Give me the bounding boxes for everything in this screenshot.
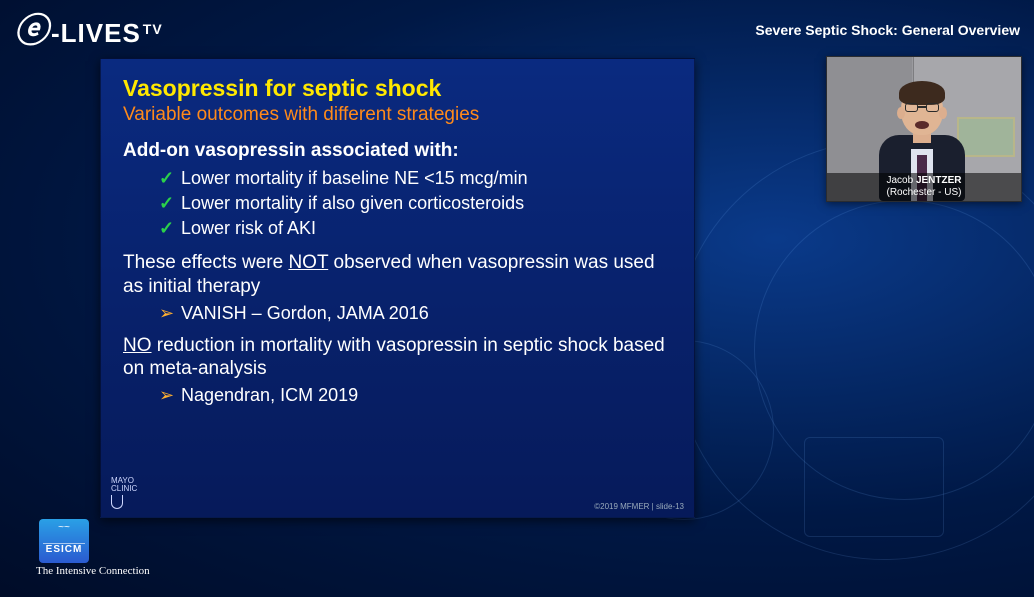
speaker-first-name: Jacob — [886, 175, 913, 186]
speaker-ear — [939, 107, 947, 119]
text: These effects were — [123, 252, 288, 273]
esicm-tagline: The Intensive Connection — [36, 565, 92, 577]
reference-list: Nagendran, ICM 2019 — [159, 385, 672, 406]
logo-suffix: TV — [143, 21, 163, 37]
mayo-clinic-logo: MAYO CLINIC — [111, 477, 137, 511]
mayo-text-2: CLINIC — [111, 485, 137, 493]
reference-list: VANISH – Gordon, JAMA 2016 — [159, 303, 672, 324]
speaker-affiliation: (Rochester - US) — [886, 187, 961, 198]
presentation-slide: Vasopressin for septic shock Variable ou… — [100, 58, 695, 518]
reference-item: VANISH – Gordon, JAMA 2016 — [159, 303, 672, 324]
slide-paragraph: These effects were NOT observed when vas… — [123, 251, 672, 299]
slide-paragraph: NO reduction in mortality with vasopress… — [123, 334, 672, 382]
speaker-hair — [899, 81, 945, 105]
slide-footer: MAYO CLINIC ©2019 MFMER | slide-13 — [111, 477, 684, 511]
elives-logo: ⓔ -LIVES TV — [14, 3, 163, 52]
slide-copyright: ©2019 MFMER | slide-13 — [594, 502, 684, 511]
check-item: Lower risk of AKI — [159, 218, 672, 239]
slide-lead-line: Add-on vasopressin associated with: — [123, 140, 672, 162]
logo-glyph: ⓔ — [14, 3, 49, 52]
reference-item: Nagendran, ICM 2019 — [159, 385, 672, 406]
esicm-signature-graphic: ~~ — [42, 522, 86, 542]
text: reduction in mortality with vasopressin … — [123, 335, 665, 380]
emphasis-no: NO — [123, 335, 152, 356]
esicm-acronym: ESICM — [39, 544, 89, 555]
logo-text: -LIVES — [51, 18, 141, 49]
background-laptop-outline — [804, 437, 944, 537]
slide-subtitle: Variable outcomes with different strateg… — [123, 104, 672, 126]
speaker-video-pip: Jacob JENTZER (Rochester - US) — [826, 56, 1022, 202]
check-item: Lower mortality if also given corticoste… — [159, 193, 672, 214]
speaker-mouth — [915, 121, 929, 129]
esicm-badge: ~~ ESICM — [39, 519, 89, 563]
check-item: Lower mortality if baseline NE <15 mcg/m… — [159, 168, 672, 189]
slide-title: Vasopressin for septic shock — [123, 75, 672, 102]
mayo-shield-icon — [111, 495, 123, 509]
esicm-logo-block: ~~ ESICM The Intensive Connection — [36, 519, 92, 577]
speaker-last-name: JENTZER — [916, 175, 962, 186]
speaker-ear — [897, 107, 905, 119]
session-title: Severe Septic Shock: General Overview — [755, 16, 1020, 38]
glasses-icon — [905, 103, 939, 113]
speaker-caption: Jacob JENTZER (Rochester - US) — [827, 173, 1021, 201]
check-list: Lower mortality if baseline NE <15 mcg/m… — [159, 168, 672, 239]
emphasis-not: NOT — [288, 252, 328, 273]
header-bar: ⓔ -LIVES TV Severe Septic Shock: General… — [0, 0, 1034, 48]
